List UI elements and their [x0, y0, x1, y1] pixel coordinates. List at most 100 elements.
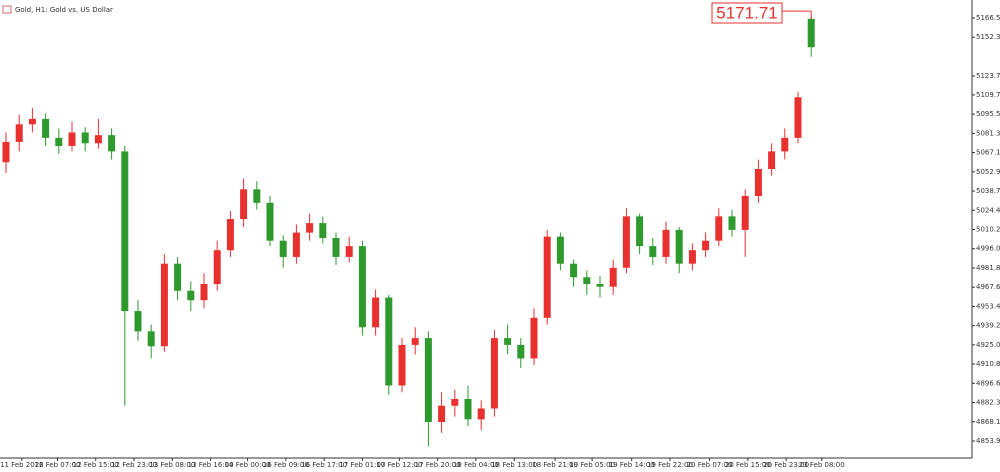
candle-body [583, 277, 591, 285]
y-tick-label: 4925.02 [976, 341, 1000, 349]
candle-body [649, 246, 657, 257]
candle-body [385, 297, 393, 386]
candle-body [253, 189, 261, 203]
candle-body [768, 151, 776, 169]
x-tick-label: 18 Feb 04:00 [453, 461, 499, 469]
x-tick-label: 17 Feb 01:00 [339, 461, 385, 469]
y-tick-label: 4868.18 [976, 418, 1000, 426]
candle-body [266, 202, 274, 241]
x-tick-label: 17 Feb 20:00 [415, 461, 461, 469]
last-price-box [711, 2, 783, 24]
x-tick-label: 12 Feb 07:00 [35, 461, 81, 469]
candle-body [662, 229, 670, 257]
candle-body [556, 236, 564, 264]
candle-body [688, 250, 696, 264]
x-tick-label: 13 Feb 08:00 [149, 461, 195, 469]
candle-body [345, 246, 353, 257]
candle-body [332, 237, 340, 257]
candle-body [200, 284, 208, 301]
candle-body [464, 399, 472, 420]
candle-body [2, 141, 10, 163]
candle-body [609, 267, 617, 287]
y-tick-label: 4953.44 [976, 302, 1000, 310]
y-tick-label: 5166.59 [976, 14, 1000, 22]
candle-body [636, 216, 644, 247]
candle-body [794, 97, 802, 138]
candle-body [596, 284, 604, 287]
candle-body [807, 18, 815, 48]
x-tick-label: 20 Feb 15:00 [725, 461, 771, 469]
candle-body [147, 331, 155, 347]
candle-body [741, 196, 749, 230]
x-tick-label: 17 Feb 12:00 [376, 461, 422, 469]
chart-icon [2, 5, 12, 14]
x-tick-label: 18 Feb 13:00 [491, 461, 537, 469]
candle-body [781, 137, 789, 152]
candle-body [15, 124, 23, 142]
candle-body [438, 405, 446, 423]
x-tick-label: 19 Feb 22:00 [647, 461, 693, 469]
x-tick-label: 16 Feb 09:00 [263, 461, 309, 469]
y-tick-label: 5109.75 [976, 91, 1000, 99]
candle-body [543, 236, 551, 318]
candle-body [424, 338, 432, 423]
candle-body [715, 216, 723, 241]
candle-body [213, 250, 221, 285]
y-tick-label: 5123.75 [976, 72, 1000, 80]
candle-body [68, 132, 76, 146]
candle-body [306, 223, 314, 233]
candle-body [451, 399, 459, 406]
candle-body [319, 223, 327, 238]
last-price-label: 5171.71 [716, 3, 777, 22]
y-tick-label: 4882.39 [976, 399, 1000, 407]
candle-body [187, 290, 195, 301]
y-tick-label: 4981.86 [976, 264, 1000, 272]
y-tick-label: 5067.12 [976, 149, 1000, 157]
y-tick-label: 4910.81 [976, 360, 1000, 368]
x-tick-label: 16 Feb 17:00 [301, 461, 347, 469]
x-tick-label: 20 Feb 07:00 [687, 461, 733, 469]
candle-body [504, 338, 512, 345]
candle-body [108, 135, 116, 152]
x-tick-label: 23 Feb 08:00 [799, 461, 845, 469]
candle-body [570, 263, 578, 278]
candle-body [160, 263, 168, 347]
y-tick-label: 4896.60 [976, 379, 1000, 387]
candle-body [411, 338, 419, 345]
candle-body [81, 132, 89, 144]
y-tick-label: 4853.97 [976, 437, 1000, 445]
x-tick-label: 13 Feb 16:00 [188, 461, 234, 469]
candle-body [121, 151, 129, 312]
y-tick-label: 4996.07 [976, 245, 1000, 253]
candle-body [517, 344, 525, 359]
candle-body [28, 118, 36, 125]
chart-title: Gold, H1: Gold vs. US Dollar [15, 6, 113, 14]
candle-body [754, 168, 762, 197]
candle-body [292, 232, 300, 257]
candle-body [477, 408, 485, 420]
x-tick-label: 18 Feb 21:00 [532, 461, 578, 469]
y-tick-label: 5081.33 [976, 129, 1000, 137]
y-tick-label: 5152.38 [976, 33, 1000, 41]
candle-body [134, 311, 142, 332]
y-tick-label: 4967.65 [976, 283, 1000, 291]
y-tick-label: 5095.54 [976, 110, 1000, 118]
y-tick-label: 5052.91 [976, 168, 1000, 176]
y-tick-label: 5038.70 [976, 187, 1000, 195]
x-tick-label: 19 Feb 05:00 [569, 461, 615, 469]
x-tick-label: 20 Feb 23:00 [763, 461, 809, 469]
candle-body [702, 240, 710, 251]
x-tick-label: 14 Feb 00:00 [225, 461, 271, 469]
candle-body [174, 263, 182, 291]
candle-body [240, 189, 248, 220]
y-tick-label: 5010.28 [976, 226, 1000, 234]
candle-body [94, 135, 102, 144]
candle-body [358, 246, 366, 328]
x-tick-label: 12 Feb 15:00 [73, 461, 119, 469]
y-tick-label: 5024.49 [976, 206, 1000, 214]
candle-body [226, 219, 234, 251]
candle-body [279, 240, 287, 257]
candle-body [42, 118, 50, 138]
